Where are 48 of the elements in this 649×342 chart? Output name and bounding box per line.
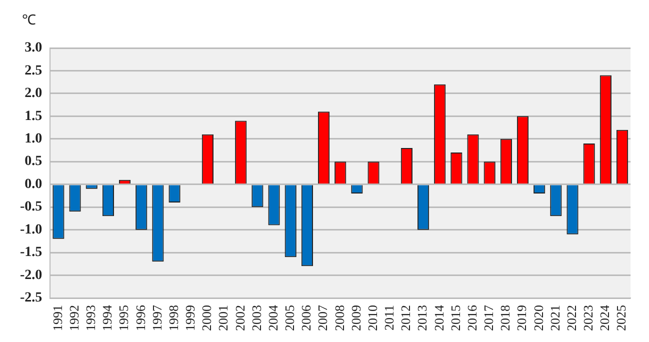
x-tick-label: 2002 (232, 305, 248, 331)
y-tick-label: 1.5 (24, 108, 42, 124)
y-tick-label: 2.5 (24, 63, 42, 78)
y-tick-label: -0.5 (20, 200, 42, 215)
x-tick-label: 1992 (66, 305, 82, 331)
y-axis-title: ℃ (22, 14, 36, 29)
x-tick-label: 1998 (166, 305, 181, 331)
x-tick-label: 1999 (182, 305, 198, 331)
x-tick-label: 1997 (149, 304, 164, 331)
x-tick-label: 2001 (216, 305, 231, 331)
x-tick-label: 2005 (282, 305, 298, 331)
x-tick-label: 2006 (298, 304, 314, 331)
x-tick-label: 2011 (382, 305, 397, 331)
x-tick-label: 2025 (614, 305, 629, 331)
x-tick-label: 2014 (431, 304, 446, 331)
x-tick-label: 2018 (498, 305, 513, 331)
x-tick-label: 2015 (448, 305, 463, 331)
x-tick-label: 2007 (315, 304, 330, 331)
x-tick-label: 2024 (597, 304, 612, 331)
y-tick-label: -2.5 (20, 290, 42, 306)
y-tick-label: -1.5 (20, 245, 42, 260)
x-tick-label: 2016 (464, 304, 480, 331)
x-tick-label: 1996 (132, 304, 148, 331)
x-tick-label: 2008 (332, 305, 347, 331)
x-tick-label: 1995 (116, 305, 132, 331)
x-tick-label: 2000 (199, 305, 214, 331)
x-tick-label: 2017 (481, 304, 496, 331)
x-tick-label: 2023 (580, 305, 596, 331)
x-tick-label: 2021 (547, 305, 562, 331)
x-tick-label: 1994 (100, 304, 115, 331)
y-tick-label: -1.0 (20, 222, 42, 238)
x-tick-label: 2004 (265, 304, 280, 331)
y-tick-label: 3.0 (24, 40, 42, 56)
x-tick-label: 2022 (564, 305, 579, 331)
x-tick-label: 2013 (414, 305, 430, 331)
x-tick-label: 2009 (348, 305, 364, 331)
x-tick-label: 2012 (398, 305, 414, 331)
y-tick-label: 1.0 (24, 132, 42, 147)
y-tick-label: 0.5 (24, 154, 42, 170)
y-tick-label: 0.0 (24, 176, 42, 192)
x-tick-label: 2010 (364, 305, 380, 331)
x-tick-label: 2020 (530, 305, 546, 331)
x-tick-label: 2019 (514, 305, 530, 331)
y-tick-label: 2.0 (24, 86, 42, 102)
x-tick-label: 1993 (83, 305, 98, 331)
x-tick-label: 2003 (248, 305, 264, 331)
x-tick-label: 1991 (50, 305, 65, 331)
y-tick-label: -2.0 (20, 268, 42, 283)
